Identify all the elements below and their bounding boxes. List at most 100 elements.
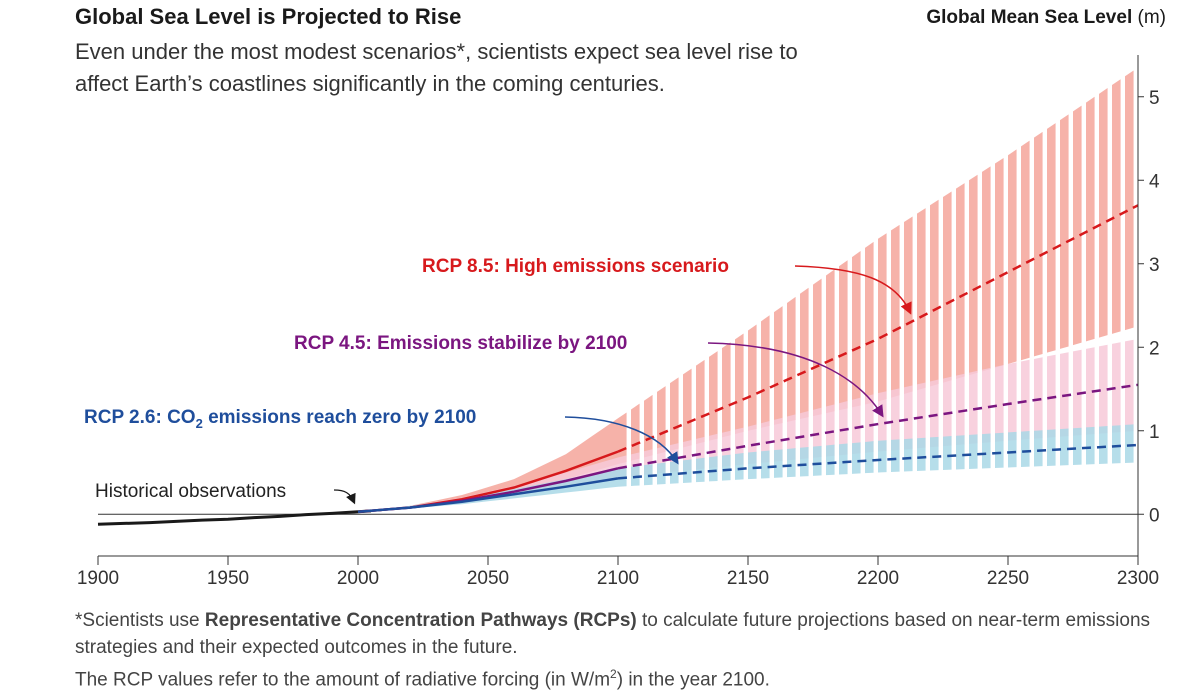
rcp26-band-stripe [852,442,861,474]
rcp26-band-stripe [657,462,666,485]
x-tick-label: 2000 [337,568,379,589]
rcp85-band-stripe [956,183,965,379]
rcp26-band-stripe [982,433,991,469]
rcp26-band-stripe [865,441,874,474]
rcp26-band-stripe [1099,426,1108,464]
y-axis-title: Global Mean Sea Level (m) [926,7,1166,29]
rcp26-band-stripe [800,447,809,477]
rcp45-band-stripe [865,394,874,453]
rcp85-band-stripe [722,342,731,438]
rcp45-line-dashed [617,383,1139,470]
footnote-text-b: to calculate future projections based on… [75,610,1151,658]
rcp26-line-dashed [617,443,1139,480]
rcp85-band-stripe [1008,149,1017,364]
rcp85-band-stripe [631,403,640,461]
rcp85-band-stripe [670,377,679,451]
rcp85-band-stripe [1021,140,1030,361]
rcp26-band-stripe [1021,431,1030,467]
rcp45-band-stripe [969,370,978,445]
rcp85-band-stripe [787,296,796,422]
rcp26-band-stripe [1060,428,1069,466]
rcp26-line-solid [357,477,619,513]
rcp26-band-stripe [878,440,887,473]
rcp26-band-stripe [943,436,952,470]
projection-bands [358,70,1134,512]
rcp26-band-stripe [956,435,965,470]
rcp45-band-stripe [839,400,848,456]
rcp85-band-stripe [904,216,913,395]
historical-label: Historical observations [95,481,286,502]
x-tick-label: 2300 [1117,568,1159,589]
x-tick-label: 2050 [467,568,509,589]
footnote-line-2: The RCP values refer to the amount of ra… [75,661,1185,693]
rcp26-band-stripe [1125,424,1134,463]
rcp45-band-stripe [852,397,861,455]
rcp85-band-stripe [657,386,666,455]
footnote: *Scientists use Representative Concentra… [75,607,1185,693]
rcp85-band-stripe [1073,105,1082,346]
rcp26-band-stripe [722,454,731,481]
footnote-text-d: ) in the year 2100. [616,669,770,691]
rcp26-band-stripe [696,457,705,483]
footnote-rcp-term: Representative Concentration Pathways (R… [204,610,637,631]
rcp85-band-stripe [761,315,770,428]
y-tick-label: 5 [1149,88,1160,109]
y-axis-unit: (m) [1137,7,1166,28]
rcp26-label-sub: 2 [196,416,203,431]
rcp45-band-stripe [1086,347,1095,435]
rcp85-band-stripe [1034,131,1043,357]
rcp26-band-stripe [917,437,926,471]
rcp45-band-stripe [982,367,991,443]
rcp85-band-stripe [878,233,887,402]
historical-arrow [333,489,356,505]
rcp26-band-stripe [1034,430,1043,467]
rcp45-band-stripe [995,364,1004,442]
rcp45-band-stripe [917,382,926,449]
rcp26-band-stripe [1008,431,1017,468]
rcp26-band-stripe [930,436,939,471]
y-tick-label: 2 [1149,338,1160,359]
chart-title: Global Sea Level is Projected to Rise [75,4,462,29]
y-tick-label: 4 [1149,171,1160,192]
rcp26-band-stripe [774,449,783,478]
x-tick-label: 2150 [727,568,769,589]
rcp26-label-a: RCP 2.6: CO [84,407,196,428]
rcp26-band-solid [358,468,618,512]
footnote-text-a: *Scientists use [75,610,205,631]
rcp85-band-stripe [826,269,835,414]
rcp45-band-stripe [1021,359,1030,440]
rcp85-band-stripe [1060,114,1069,349]
y-tick-label: 3 [1149,255,1160,276]
rcp85-band-stripe [735,333,744,435]
rcp85-band-stripe [709,351,718,441]
rcp26-band-stripe [826,444,835,476]
rcp26-band-stripe [813,445,822,476]
rcp45-band-stripe [800,411,809,460]
rcp45-band-stripe [956,373,965,446]
rcp85-band-stripe [891,224,900,398]
rcp26-label-b: emissions reach zero by 2100 [203,407,477,428]
rcp26-label: RCP 2.6: CO2 emissions reach zero by 210… [84,407,476,431]
y-tick-label: 0 [1149,505,1160,526]
rcp26-band-stripe [670,460,679,484]
rcp85-band-stripe [839,260,848,411]
y-tick-label: 1 [1149,422,1160,443]
y-axis-title-text: Global Mean Sea Level [926,7,1133,28]
rcp85-label: RCP 8.5: High emissions scenario [422,256,729,277]
rcp85-band-stripe [696,359,705,445]
rcp26-band-stripe [735,452,744,480]
rcp26-band-stripe [748,451,757,480]
rcp85-band-stripe [644,394,653,458]
rcp26-band-stripe [969,434,978,469]
series-lines [97,204,1139,526]
x-tick-label: 2200 [857,568,899,589]
x-tick-label: 1950 [207,568,249,589]
rcp26-band-stripe [1047,429,1056,466]
rcp26-band-stripe [761,450,770,479]
rcp45-band-stripe [1099,344,1108,434]
rcp85-band-stripe [683,368,692,448]
rcp45-arrow [707,342,884,418]
rcp26-band-stripe [683,459,692,483]
rcp26-band-stripe [904,438,913,472]
rcp85-band-stripe [865,241,874,405]
